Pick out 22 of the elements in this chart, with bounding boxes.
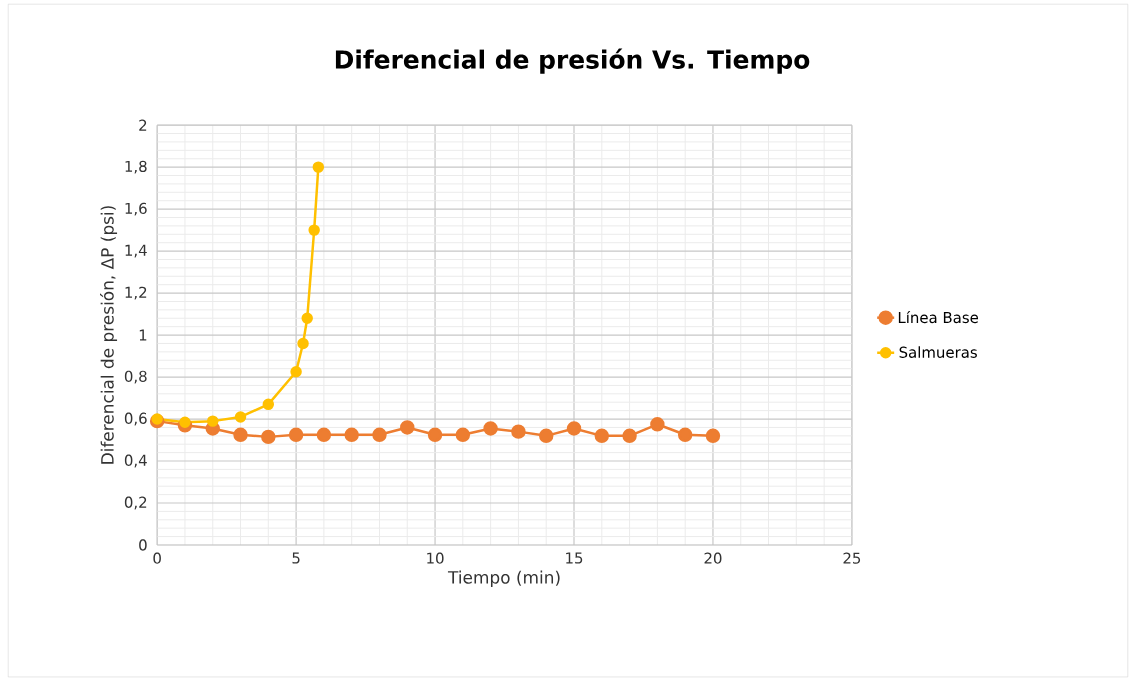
x-tick-label: 15 [566,552,583,564]
y-tick-label: 0,8 [124,370,147,384]
y-tick-label: 1 [139,329,147,341]
y-tick-label: 0,6 [124,412,147,426]
y-tick-label: 1,6 [125,202,147,216]
y-tick-label: 0,2 [124,496,147,510]
x-tick-label: 20 [704,552,722,564]
x-tick-label: 25 [843,552,861,564]
x-tick-label: 10 [427,552,444,564]
y-tick-label: 1,2 [125,286,147,300]
x-tick-label: 5 [292,552,300,564]
y-tick-label: 1,4 [125,244,147,258]
y-axis-title: Diferencial de presión, ΔP (psi) [100,206,118,464]
y-tick-label: 2 [139,119,147,131]
y-tick-label: 1,8 [125,160,147,174]
chart-title: Diferencial de presión Vs. Tiempo [335,48,810,74]
y-tick-label: 0,4 [124,454,147,468]
legend-label: Línea Base [898,310,979,324]
x-axis-title: Tiempo (min) [447,570,560,587]
legend-label: Salmueras [899,346,977,358]
x-tick-label: 0 [153,552,161,564]
y-tick-label: 0 [139,539,147,551]
